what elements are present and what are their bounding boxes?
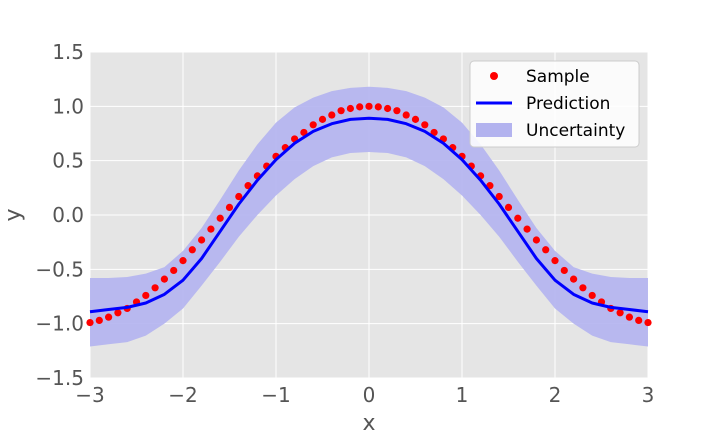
legend-marker-sample [490, 72, 498, 80]
uncertainty-band-layer [90, 86, 648, 347]
sample-point [318, 115, 327, 123]
sample-point [216, 214, 224, 222]
sample-point [328, 111, 336, 119]
sample-point [170, 266, 178, 275]
sample-point [356, 103, 364, 111]
y-tick-label: −1.5 [35, 366, 84, 390]
sample-point [142, 291, 150, 300]
sample-point [95, 316, 103, 325]
sample-point [207, 225, 215, 233]
sample-point [114, 309, 122, 317]
sample-point [635, 316, 643, 325]
x-tick-label: −2 [168, 383, 197, 407]
sample-point [179, 257, 187, 265]
x-tick-labels: −3 −2 −1 0 1 2 3 [75, 383, 654, 407]
y-tick-labels: −1.5 −1.0 −0.5 0.0 0.5 1.0 1.5 [35, 40, 84, 390]
sample-point [504, 203, 513, 211]
sample-point [86, 318, 94, 327]
sample-point [570, 275, 578, 283]
sample-point [198, 236, 206, 244]
y-tick-label: −0.5 [35, 257, 84, 281]
y-tick-label: −1.0 [35, 312, 84, 336]
sample-point [588, 291, 596, 300]
sample-point [514, 214, 522, 222]
x-tick-label: 0 [363, 383, 376, 407]
y-tick-label: 1.0 [52, 94, 84, 118]
sample-point [374, 103, 382, 111]
sample-point [160, 275, 168, 283]
x-tick-label: −3 [75, 383, 104, 407]
sample-point [225, 203, 234, 211]
x-tick-label: 3 [642, 383, 655, 407]
prediction-line [89, 116, 649, 314]
sample-point [188, 246, 196, 254]
y-axis-label: y [1, 208, 26, 221]
sample-point [579, 284, 587, 292]
sample-point [300, 128, 308, 137]
sample-point [523, 225, 531, 233]
sample-point [393, 107, 401, 115]
sample-point [151, 284, 159, 292]
uncertainty-band [90, 86, 648, 347]
sample-point [411, 115, 420, 123]
legend: Sample Prediction Uncertainty [469, 60, 640, 148]
sample-point [644, 318, 652, 327]
y-tick-label: 0.0 [52, 203, 84, 227]
sample-point [495, 192, 503, 201]
sample-point [384, 104, 392, 113]
y-tick-label: 1.5 [52, 40, 84, 64]
sample-point [105, 313, 113, 321]
x-tick-label: 2 [549, 383, 562, 407]
sample-point [346, 104, 354, 113]
sample-point [542, 246, 550, 254]
sample-points-layer [86, 102, 652, 327]
legend-label: Prediction [526, 94, 610, 114]
legend-label: Uncertainty [526, 121, 625, 141]
x-tick-label: 1 [456, 383, 469, 407]
sample-point [365, 102, 373, 110]
sample-point [616, 309, 624, 317]
prediction-line-layer [89, 116, 649, 314]
legend-marker-uncertainty [476, 123, 512, 137]
sample-point [337, 107, 345, 115]
sample-point [551, 257, 559, 265]
sample-point [421, 121, 429, 129]
sample-point [235, 192, 243, 201]
sample-point [532, 236, 541, 244]
legend-label: Sample [526, 67, 590, 87]
y-tick-label: 0.5 [52, 149, 84, 173]
x-axis-label: x [362, 411, 375, 432]
sample-point [625, 313, 634, 321]
legend-box [469, 60, 640, 148]
sample-point [309, 121, 317, 129]
sample-point [430, 128, 438, 137]
x-tick-label: −1 [261, 383, 290, 407]
sample-point [560, 266, 568, 275]
sample-point [402, 111, 410, 119]
